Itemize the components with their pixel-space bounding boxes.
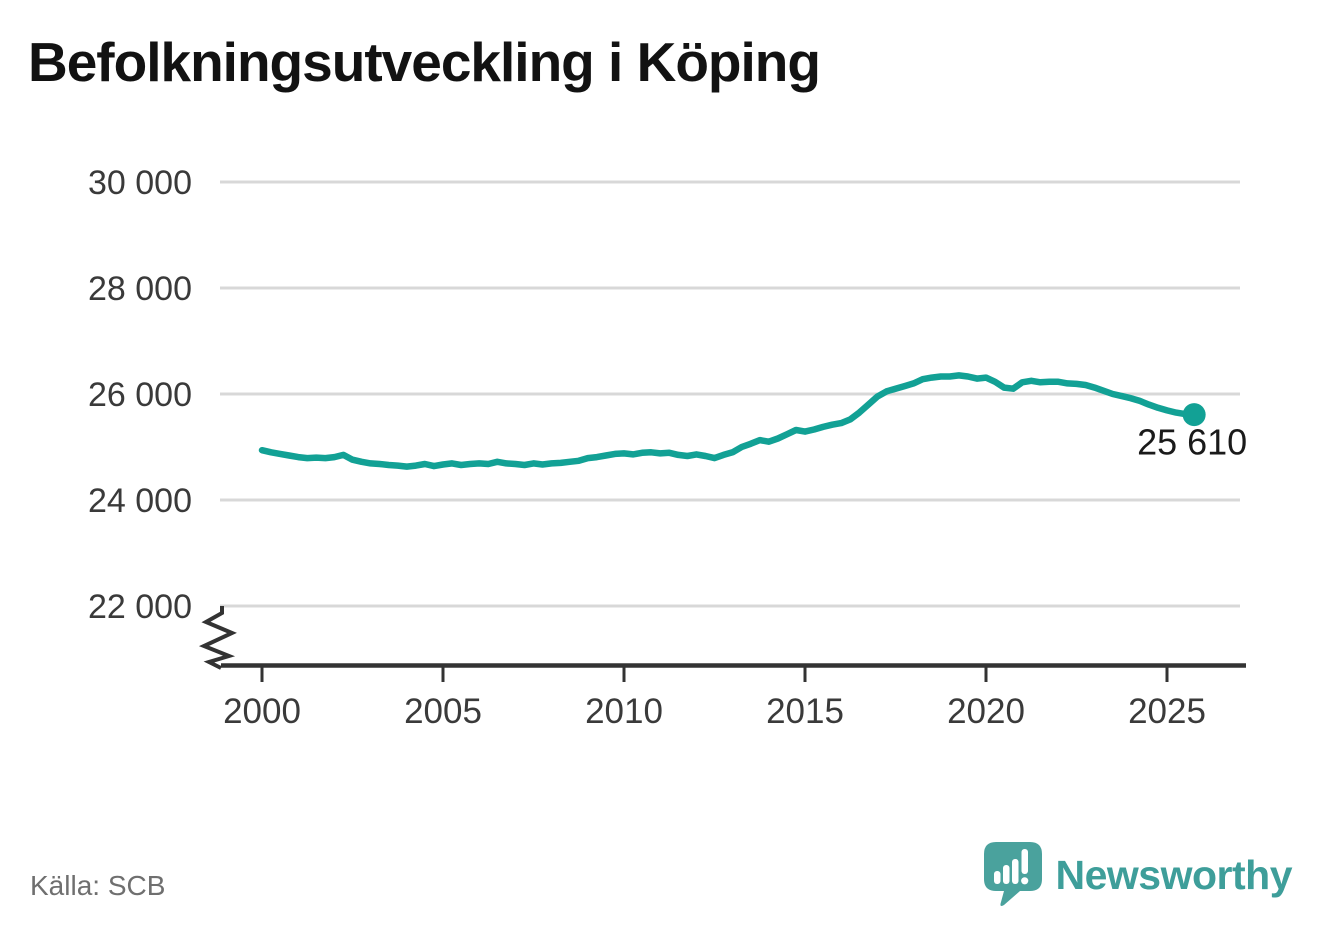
newsworthy-branding[interactable]: Newsworthy (983, 842, 1293, 908)
bar-icon-small (993, 871, 1000, 884)
bar-icon-medium (1002, 865, 1009, 884)
latest-value-dot (1182, 403, 1206, 427)
y-axis-break-zigzag-icon (198, 606, 237, 670)
y-tick-label: 22 000 (88, 588, 192, 626)
x-tick-label: 2000 (223, 692, 301, 731)
newsworthy-logo-text: Newsworthy (1055, 851, 1293, 898)
source-note: Källa: SCB (30, 870, 166, 901)
x-axis-ticks (260, 666, 1169, 682)
latest-value-label: 25 610 (1137, 422, 1247, 463)
x-tick-label: 2025 (1128, 692, 1206, 731)
population-line-series (258, 372, 1198, 470)
x-tick-label: 2005 (404, 692, 482, 731)
x-axis-labels: 2000 2005 2010 2015 2020 2025 (223, 692, 1206, 731)
y-axis-labels: 30 000 28 000 26 000 24 000 22 000 (88, 164, 192, 626)
exclamation-bar-icon (1021, 849, 1028, 874)
y-tick-label: 28 000 (88, 270, 192, 308)
bar-icon-large (1011, 859, 1018, 884)
y-tick-label: 30 000 (88, 164, 192, 202)
exclamation-dot-icon (1020, 877, 1028, 885)
x-tick-label: 2010 (585, 692, 663, 731)
y-tick-label: 24 000 (88, 482, 192, 520)
gridlines (220, 180, 1240, 608)
x-tick-label: 2020 (947, 692, 1025, 731)
chart-title: Befolkningsutveckling i Köping (28, 31, 821, 93)
x-tick-label: 2015 (766, 692, 844, 731)
newsworthy-logo-icon (983, 842, 1042, 906)
y-tick-label: 26 000 (88, 376, 192, 414)
